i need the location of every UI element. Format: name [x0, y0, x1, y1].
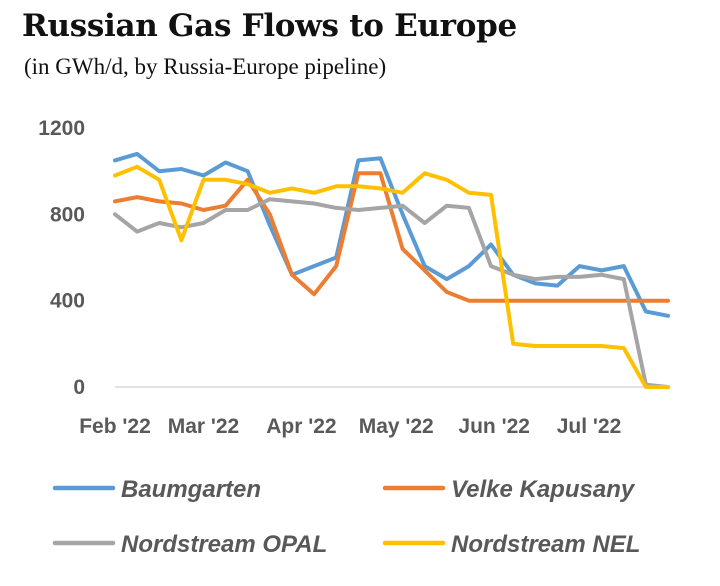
series-line-baumgarten [113, 151, 670, 318]
chart-legend: Baumgarten Velke Kapusany Nordstream OPAL N… [52, 476, 640, 558]
x-tick-label: Jun '22 [458, 415, 530, 438]
y-tick-label: 800 [50, 203, 85, 226]
x-tick-label: Mar '22 [168, 415, 240, 438]
y-tick-label: 0 [73, 376, 85, 399]
chart-subtitle: (in GWh/d, by Russia-Europe pipeline) [24, 54, 387, 79]
x-tick-label: Apr '22 [266, 415, 336, 438]
x-tick-label: Feb '22 [79, 415, 151, 438]
x-tick-label: May '22 [359, 415, 434, 438]
series-line-velke-kapusany [113, 171, 670, 303]
chart-lines [113, 151, 670, 389]
y-tick-label: 1200 [38, 117, 85, 140]
series-line-nordstream-nel [113, 164, 670, 389]
chart-axes: 1200 800 400 0 Feb '22 Mar '22 Apr '22 May '22 J… [38, 117, 668, 438]
y-tick-label: 400 [50, 290, 85, 313]
x-tick-label: Jul '22 [557, 415, 622, 438]
legend-label-nordstream-opal: Nordstream OPAL [121, 531, 327, 558]
legend-label-nordstream-nel: Nordstream NEL [451, 531, 640, 558]
legend-label-baumgarten: Baumgarten [121, 476, 261, 503]
chart-title: Russian Gas Flows to Europe [22, 8, 517, 44]
series-line-nordstream-opal [113, 197, 670, 389]
legend-label-velke-kapusany: Velke Kapusany [451, 476, 636, 503]
